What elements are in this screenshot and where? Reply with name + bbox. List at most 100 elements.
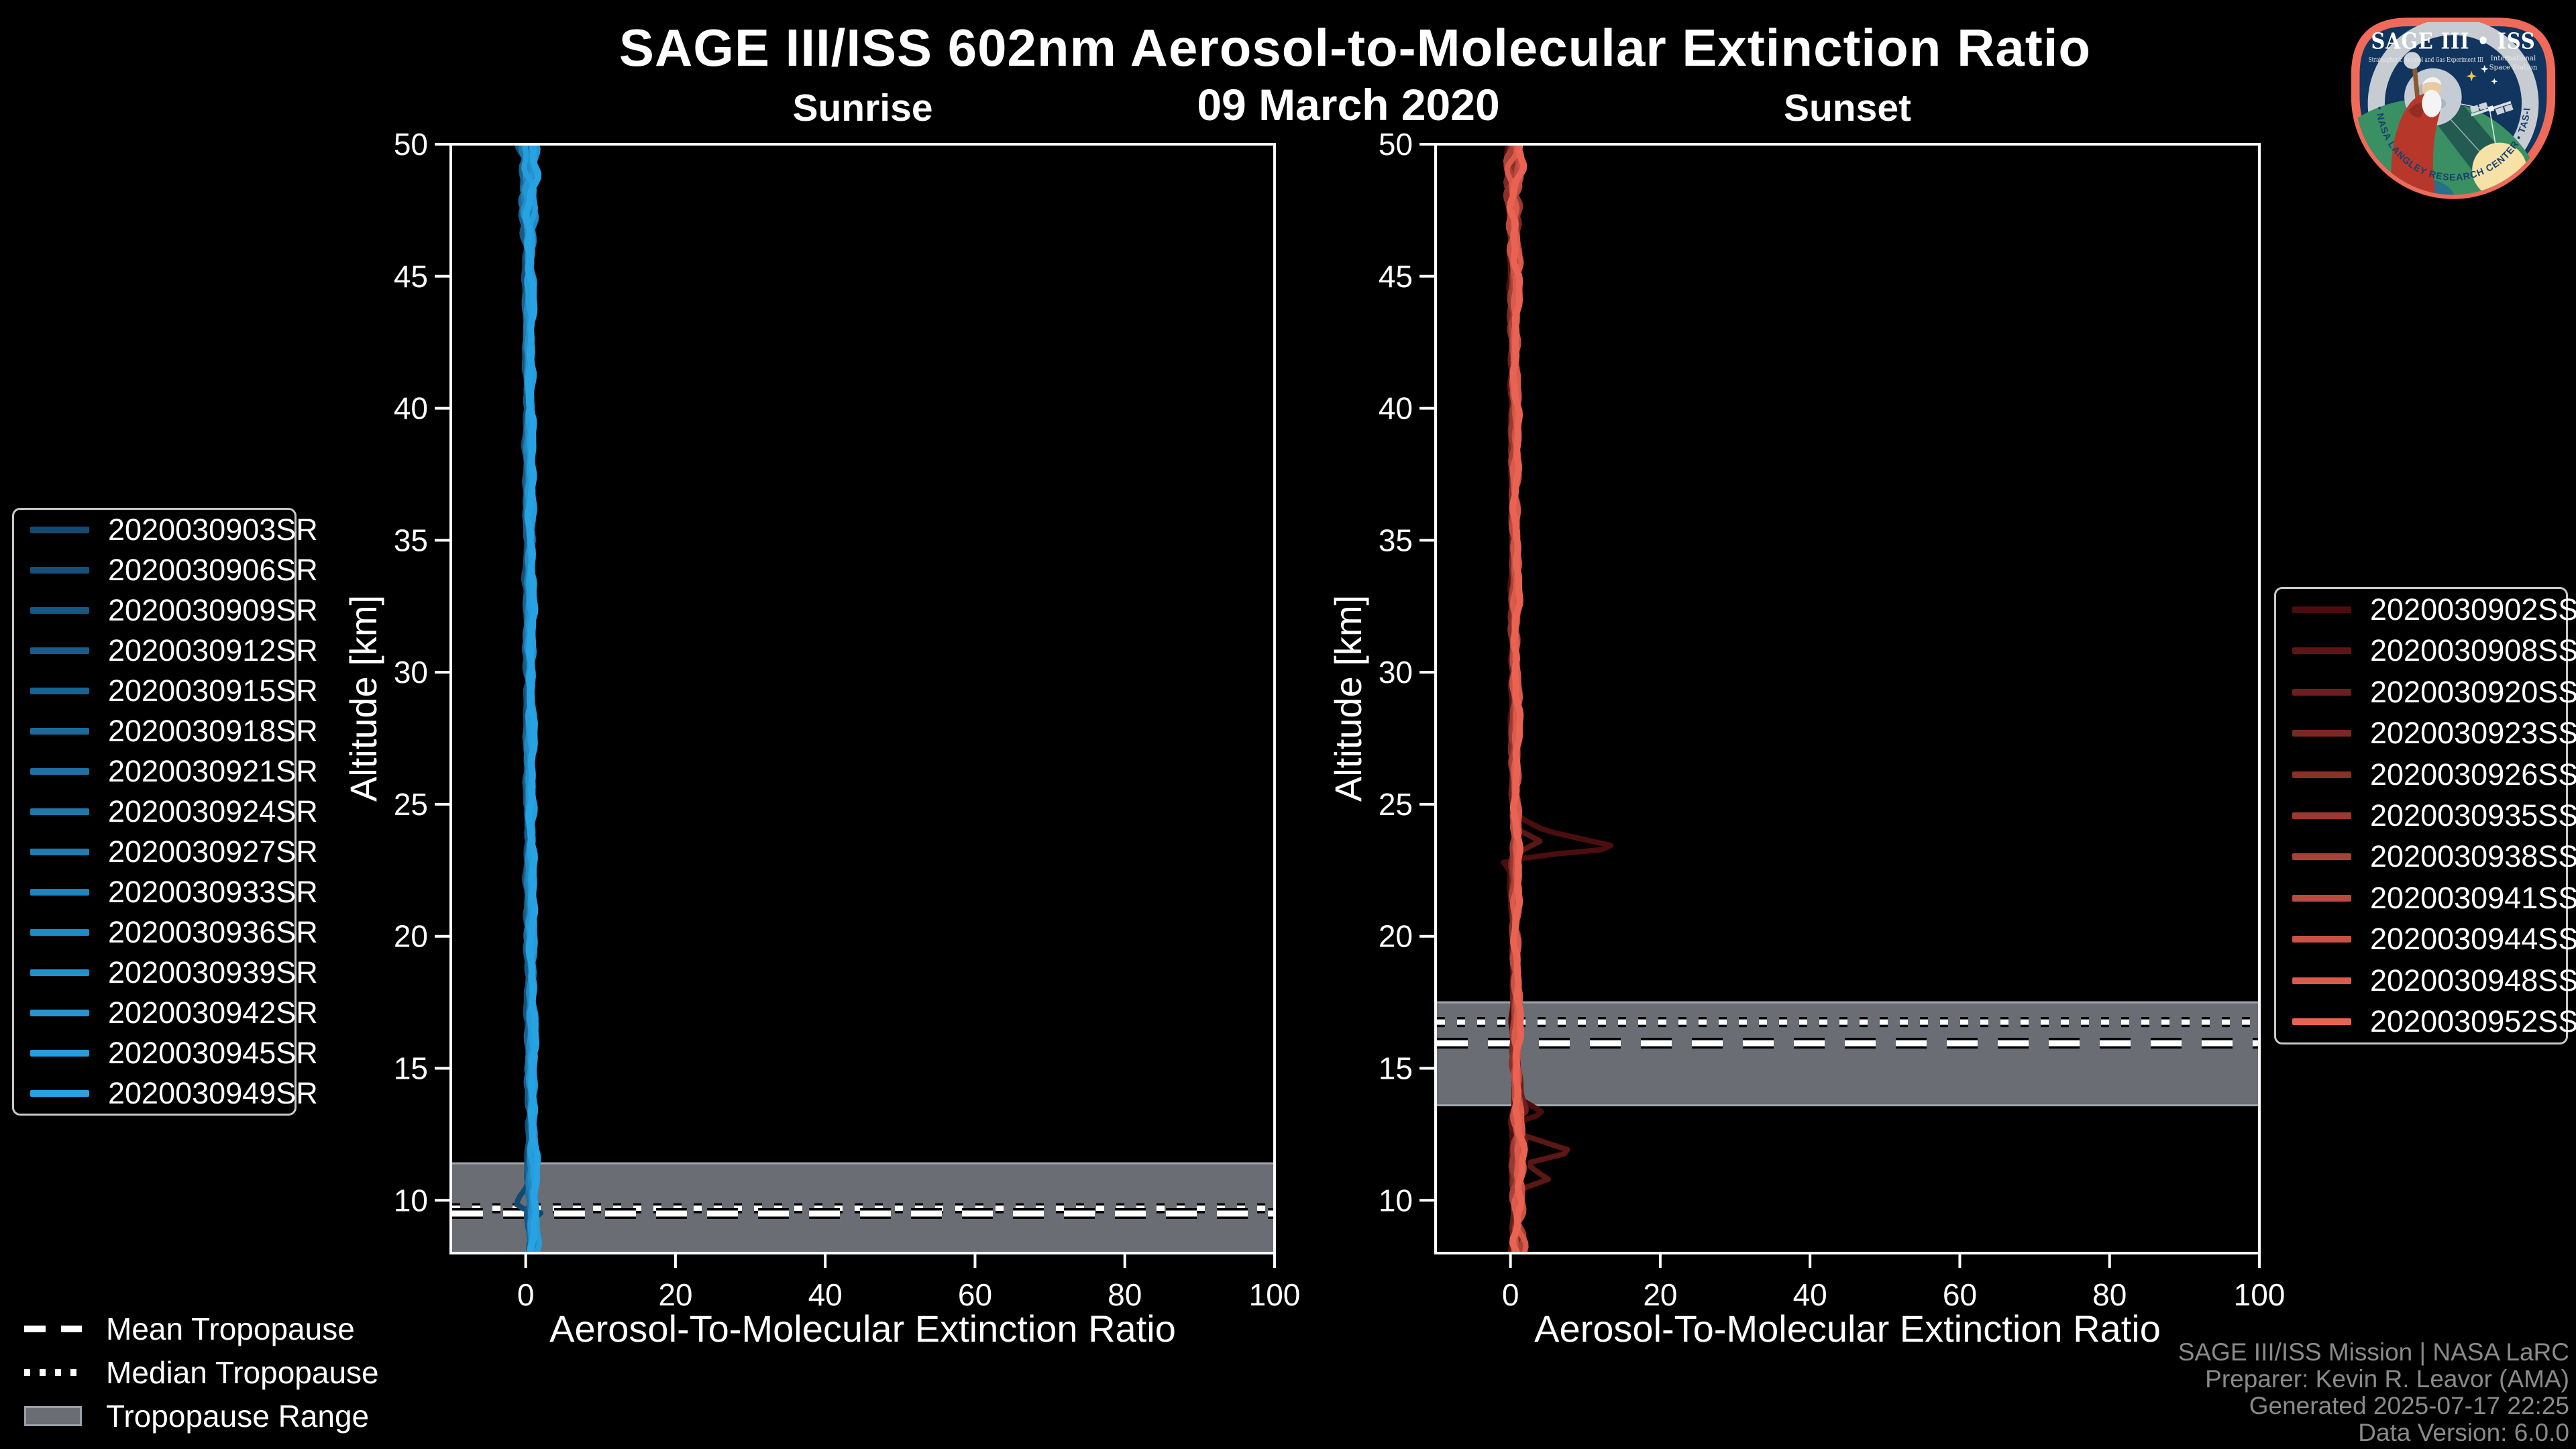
- x-tick-label: 40: [1793, 1277, 1827, 1312]
- y-tick-label: 45: [394, 259, 428, 294]
- legend-item-2020030912SR: 2020030912SR: [14, 633, 318, 668]
- legend-swatch: [30, 889, 89, 896]
- legend-swatch: [2292, 894, 2351, 902]
- legend-item-2020030908SS: 2020030908SS: [2276, 633, 2576, 668]
- series-2020030952SS: [1506, 146, 1528, 1252]
- legend-swatch: [2292, 688, 2351, 696]
- legend-label: 2020030945SR: [108, 1036, 318, 1070]
- x-tick-label: 60: [1943, 1277, 1977, 1312]
- legend-swatch: [30, 1010, 89, 1016]
- legend-item-2020030909SR: 2020030909SR: [14, 593, 318, 628]
- legend-swatch: [2292, 771, 2351, 778]
- mean-tropopause-label: Mean Tropopause: [106, 1311, 355, 1346]
- legend-label: 2020030908SS: [2370, 633, 2576, 668]
- y-tick-label: 20: [1379, 919, 1413, 954]
- legend-item-2020030938SS: 2020030938SS: [2276, 839, 2576, 874]
- y-tick-label: 40: [394, 391, 428, 426]
- attribution-mission: SAGE III/ISS Mission | NASA LaRC: [2178, 1338, 2569, 1366]
- axes-frame: [1434, 143, 2261, 1254]
- legend-swatch: [30, 688, 89, 694]
- legend-swatch: [2292, 853, 2351, 861]
- legend-item-2020030935SS: 2020030935SS: [2276, 798, 2576, 833]
- x-tick-label: 0: [1502, 1277, 1519, 1312]
- legend-label: 2020030939SR: [108, 955, 318, 989]
- x-tick-label: 100: [1249, 1277, 1301, 1312]
- y-tick-label: 25: [1379, 787, 1413, 822]
- y-tick-label: 35: [394, 523, 428, 557]
- earth-ocean-2: [2466, 196, 2525, 215]
- legend-swatch: [30, 768, 89, 775]
- axes-frame: [449, 143, 1276, 1254]
- y-tick-label: 30: [394, 655, 428, 690]
- chart-subtitle-date: 09 March 2020: [1197, 80, 1500, 129]
- legend-item-2020030927SR: 2020030927SR: [14, 835, 318, 869]
- legend-swatch: [2292, 812, 2351, 819]
- y-tick-label: 25: [394, 787, 428, 822]
- y-tick-label: 15: [394, 1051, 428, 1086]
- chart-title: SAGE III/ISS 602nm Aerosol-to-Molecular …: [619, 18, 2092, 77]
- median-tropopause-label: Median Tropopause: [106, 1354, 379, 1390]
- legend-swatch: [30, 849, 89, 855]
- patch-subtitle-left: Stratospheric Aerosol and Gas Experiment…: [2369, 56, 2483, 64]
- median-tropopause-dot-swatch: [24, 1368, 82, 1376]
- legend-label: 2020030941SS: [2370, 880, 2576, 915]
- legend-item-2020030952SS: 2020030952SS: [2276, 1004, 2576, 1039]
- legend-swatch: [2292, 606, 2351, 613]
- legend-swatch: [30, 647, 89, 654]
- tropopause-range-swatch: [24, 1405, 82, 1426]
- y-tick-label: 50: [394, 127, 428, 162]
- legend-label: 2020030952SS: [2370, 1004, 2576, 1039]
- legend-swatch: [2292, 1018, 2351, 1026]
- y-tick-label: 15: [1379, 1051, 1413, 1086]
- x-tick-label: 100: [2234, 1277, 2286, 1312]
- x-tick-label: 80: [2092, 1277, 2127, 1312]
- y-axis-label-sunset: Altitude [km]: [1327, 594, 1369, 802]
- legend-item-median-tropopause: Median Tropopause: [24, 1350, 453, 1394]
- legend-label: 2020030909SR: [108, 593, 318, 627]
- legend-item-2020030942SR: 2020030942SR: [14, 996, 318, 1030]
- tropopause-legend: Mean Tropopause Median Tropopause Tropop…: [24, 1307, 453, 1438]
- legend-item-tropopause-range: Tropopause Range: [24, 1394, 453, 1438]
- legend-item-2020030903SR: 2020030903SR: [14, 513, 318, 547]
- legend-label: 2020030924SR: [108, 794, 318, 828]
- legend-label: 2020030936SR: [108, 915, 318, 949]
- legend-label: 2020030902SS: [2370, 592, 2576, 627]
- legend-item-2020030923SS: 2020030923SS: [2276, 716, 2576, 751]
- legend-item-2020030921SR: 2020030921SR: [14, 754, 318, 789]
- star-icon: [2480, 64, 2489, 73]
- sage-figure-hair: [2422, 77, 2442, 86]
- sage-figure-robe: [2391, 93, 2440, 195]
- attribution-data-version: Data Version: 6.0.0: [2358, 1419, 2569, 1446]
- legend-swatch: [2292, 936, 2351, 943]
- legend-swatch: [2292, 730, 2351, 737]
- legend-label: 2020030938SS: [2370, 839, 2576, 874]
- legend-label: 2020030942SR: [108, 996, 318, 1030]
- attribution-generated: Generated 2025-07-17 22:25: [2249, 1392, 2569, 1419]
- legend-item-2020030926SS: 2020030926SS: [2276, 757, 2576, 792]
- panel-title-sunrise: Sunrise: [792, 87, 933, 129]
- series-2020030949SR: [522, 146, 542, 1252]
- star-icon: [2466, 70, 2477, 82]
- legend-label: 2020030912SR: [108, 633, 318, 667]
- legend-swatch: [2292, 647, 2351, 655]
- legend-item-2020030902SS: 2020030902SS: [2276, 592, 2576, 627]
- legend-label: 2020030926SS: [2370, 757, 2576, 792]
- sage-staff-orb: [2404, 52, 2421, 69]
- y-tick-label: 10: [1379, 1183, 1413, 1218]
- legend-label: 2020030923SS: [2370, 716, 2576, 751]
- y-tick-label: 40: [1379, 391, 1413, 426]
- legend-swatch: [30, 1050, 89, 1057]
- patch-title-text: SAGE III • ISS: [2371, 28, 2536, 54]
- x-tick-label: 20: [1643, 1277, 1677, 1312]
- legend-label: 2020030903SR: [108, 513, 318, 547]
- legend-label: 2020030906SR: [108, 553, 318, 587]
- attribution-preparer: Preparer: Kevin R. Leavor (AMA): [2205, 1365, 2569, 1393]
- legend-item-2020030939SR: 2020030939SR: [14, 955, 318, 990]
- x-tick-label: 20: [658, 1277, 692, 1312]
- x-tick-label: 80: [1108, 1277, 1142, 1312]
- sage-figure-beard: [2422, 89, 2442, 117]
- legend-swatch: [30, 929, 89, 936]
- legend-item-2020030949SR: 2020030949SR: [14, 1076, 318, 1111]
- panel-sunset: 0 20 40 60 80 100 10 15 20 25 30 35 40 45 50: [1379, 127, 2286, 1312]
